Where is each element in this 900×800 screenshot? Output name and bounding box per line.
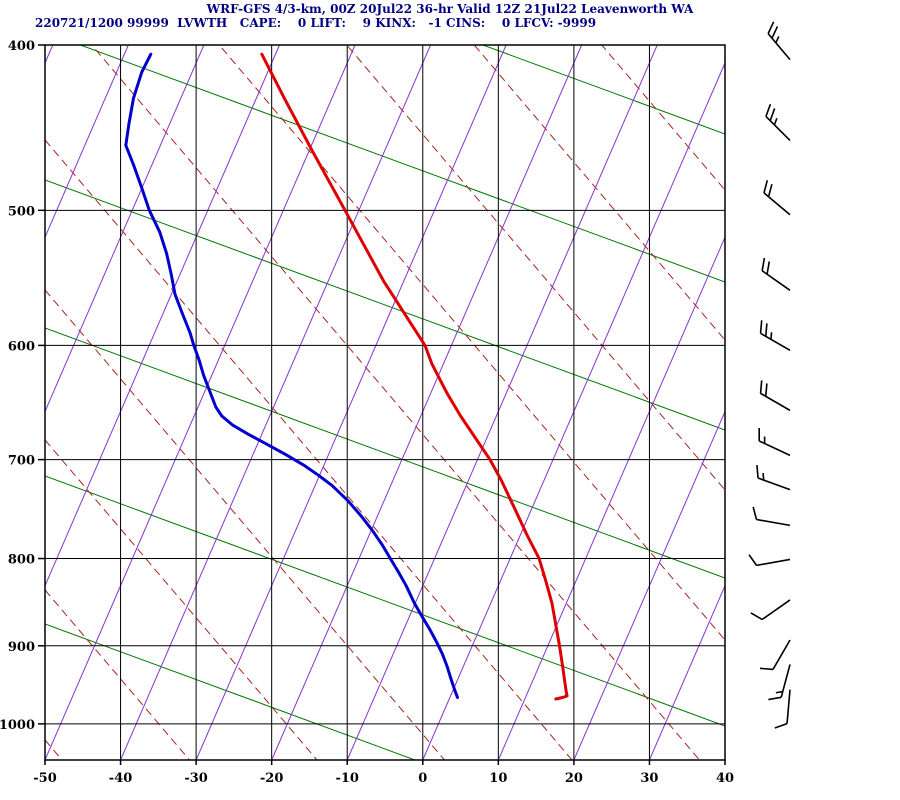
wind-barb [765,103,791,142]
wind-barb [763,180,791,216]
wind-barb [761,257,791,291]
wind-barb [759,380,791,412]
wind-barb-column [748,21,791,729]
x-axis-tick-label: 0 [418,771,427,786]
wind-barb [750,599,791,621]
x-axis-tick-label: -20 [260,771,284,786]
wind-barb [758,427,791,457]
wind-barb [759,639,791,671]
wind-barb [768,664,791,701]
wind-barb [752,506,791,527]
y-axis-tick-label: 1000 [0,718,35,733]
y-axis-tick-label: 500 [8,204,35,219]
x-axis-tick-label: 20 [565,771,583,786]
y-axis-tick-label: 600 [8,339,35,354]
wind-barb [774,689,791,729]
y-axis-tick-label: 800 [8,553,35,568]
wind-barb [767,21,791,61]
isotherm-lines [45,45,725,760]
x-axis-tick-label: 40 [716,771,734,786]
wind-barb [748,554,791,567]
x-axis-tick-label: -40 [109,771,133,786]
moist-adiabat-lines [45,45,725,760]
dry-adiabat-lines [45,45,725,760]
x-axis-tick-label: -10 [335,771,359,786]
temperature-curve [260,52,569,701]
wind-barb [759,320,791,352]
wind-barb [756,465,791,491]
y-axis-tick-label: 700 [8,454,35,469]
x-axis-tick-label: 30 [640,771,658,786]
axis-labels: -50 -40 -30 -20 -10 0 10 20 30 40 400 500 600 700 800 9… [0,39,734,786]
pressure-temperature-grid [44,44,726,761]
x-axis-tick-label: 10 [489,771,507,786]
y-axis-tick-label: 900 [8,640,35,655]
dewpoint-curve [124,52,459,699]
x-axis-tick-label: -50 [33,771,57,786]
station-info-line: 220721/1200 99999 LVWTH CAPE: 0 LIFT: 9 … [35,16,597,30]
chart-title: WRF-GFS 4/3-km, 00Z 20Jul22 36-hr Valid … [206,2,694,16]
y-axis-tick-label: 400 [8,39,35,54]
x-axis-tick-label: -30 [184,771,208,786]
